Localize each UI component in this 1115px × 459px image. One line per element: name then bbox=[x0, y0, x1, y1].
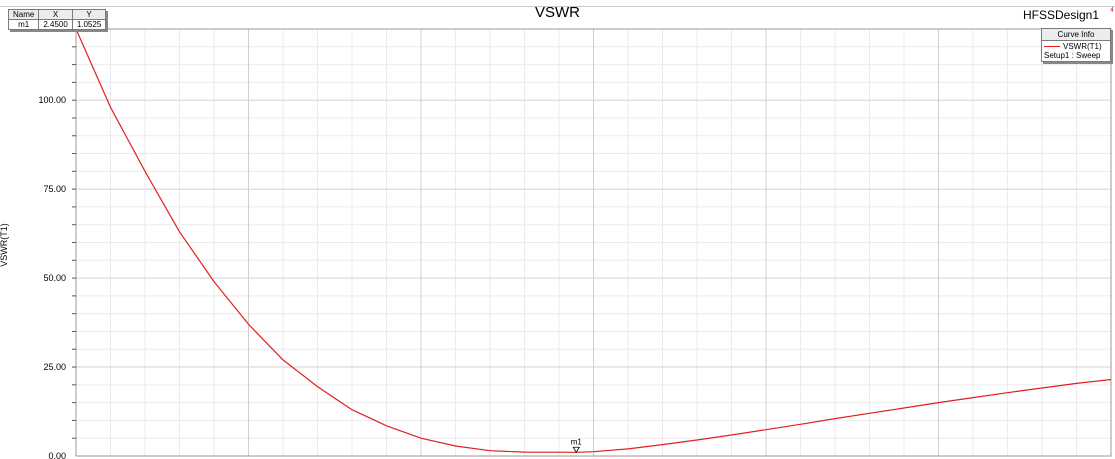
y-tick-label: 100.00 bbox=[38, 95, 66, 105]
marker-name-cell: m1 bbox=[7, 19, 40, 30]
major-grid bbox=[76, 29, 1112, 456]
marker-table-header: Name X Y bbox=[7, 9, 107, 20]
marker-y-cell: 1.0525 bbox=[71, 19, 107, 30]
y-tick-label: 0.00 bbox=[48, 451, 66, 459]
legend-trace-name: VSWR(T1) bbox=[1063, 42, 1102, 51]
marker-col-name: Name bbox=[7, 9, 40, 20]
marker-label: m1 bbox=[571, 437, 583, 446]
chart-title: VSWR bbox=[535, 4, 580, 21]
curve-info-legend[interactable]: Curve Info VSWR(T1) Setup1 : Sweep bbox=[1041, 28, 1111, 62]
series-line-vswr[interactable] bbox=[75, 28, 1112, 453]
series-layer bbox=[75, 28, 1112, 453]
marker-triangle-icon[interactable] bbox=[572, 446, 580, 454]
marker-col-x: X bbox=[38, 9, 73, 20]
y-axis-label: VSWR(T1) bbox=[0, 223, 9, 267]
y-tick-label: 50.00 bbox=[43, 273, 66, 283]
design-name: HFSSDesign1 bbox=[1022, 8, 1099, 22]
marker-table-row[interactable]: m1 2.4500 1.0525 bbox=[7, 19, 107, 30]
marker-table[interactable]: Name X Y m1 2.4500 1.0525 bbox=[7, 9, 107, 30]
legend-trace-setup: Setup1 : Sweep bbox=[1044, 51, 1101, 60]
legend-entry[interactable]: VSWR(T1) bbox=[1042, 41, 1110, 51]
curve-info-title: Curve Info bbox=[1042, 29, 1110, 41]
design-mark-icon: ⁴ bbox=[1109, 6, 1114, 17]
y-tick-label: 75.00 bbox=[43, 184, 66, 194]
y-tick-label: 25.00 bbox=[43, 362, 66, 372]
marker-col-y: Y bbox=[71, 9, 107, 20]
top-border-line bbox=[0, 6, 1115, 7]
legend-swatch-icon bbox=[1044, 46, 1060, 47]
marker-layer: m1 bbox=[571, 437, 583, 454]
marker-x-cell: 2.4500 bbox=[38, 19, 73, 30]
y-axis-ticks: 0.00 25.00 50.00 75.00 100.00 bbox=[38, 46, 76, 459]
